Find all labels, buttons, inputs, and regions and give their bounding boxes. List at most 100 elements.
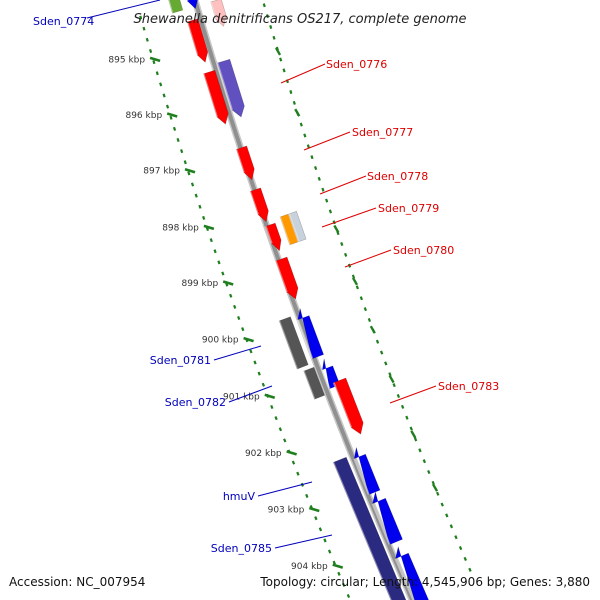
- outer-dot: [265, 14, 270, 19]
- outer-dot: [418, 448, 422, 453]
- outer-tick-mark: [274, 47, 282, 56]
- gene-sden-0780-highlight: [274, 260, 288, 293]
- inner-dot: [213, 249, 217, 254]
- gene-label[interactable]: Sden_0778: [367, 170, 428, 183]
- label-leader-line: [228, 385, 273, 403]
- gene-sden-0782[interactable]: [303, 366, 325, 400]
- outer-dot: [282, 68, 286, 73]
- gene-sden-0785-highlight: [371, 503, 391, 545]
- inner-dot: [169, 115, 173, 120]
- gene-blue-bottom-highlight: [394, 558, 415, 600]
- outer-dot: [454, 535, 458, 540]
- inner-dot: [332, 560, 336, 565]
- outer-dot: [409, 426, 413, 431]
- inner-dot: [172, 126, 177, 131]
- gene-blue-bottom[interactable]: [395, 545, 431, 600]
- outer-dot: [392, 383, 396, 388]
- outer-tick-mark: [431, 483, 439, 492]
- label-leader-line: [257, 481, 313, 497]
- kbp-tick-mark: [184, 167, 196, 174]
- kbp-tick-mark: [286, 450, 298, 456]
- outer-dot: [379, 350, 384, 355]
- gene-label[interactable]: Sden_0785: [211, 542, 272, 555]
- inner-dot: [278, 427, 283, 432]
- inner-dot: [327, 549, 332, 554]
- gene-label[interactable]: Sden_0782: [165, 396, 226, 409]
- gene-label[interactable]: Sden_0781: [150, 354, 211, 367]
- gene-label[interactable]: Sden_0776: [326, 58, 387, 71]
- outer-dot: [340, 241, 344, 247]
- outer-tick-mark: [388, 374, 395, 384]
- inner-dot: [217, 260, 221, 265]
- kbp-tick-mark: [264, 393, 276, 400]
- gene-sden-0781[interactable]: [278, 316, 309, 370]
- gene-sden-0779b-highlight: [287, 213, 300, 243]
- outer-dot: [306, 144, 310, 149]
- label-leader-line: [213, 345, 262, 361]
- gene-sden-0782b[interactable]: [322, 358, 341, 390]
- label-leader-line: [344, 249, 392, 268]
- gene-label[interactable]: Sden_0780: [393, 244, 454, 257]
- gene-label[interactable]: Sden_0774: [33, 15, 94, 28]
- backbone-line: [192, 0, 415, 600]
- outer-dot: [375, 339, 380, 344]
- inner-dot: [202, 215, 206, 220]
- outer-dot: [367, 317, 372, 323]
- gene-sden-0782b-highlight: [321, 369, 331, 390]
- outer-dot: [317, 176, 321, 181]
- gene-label[interactable]: Sden_0777: [352, 126, 413, 139]
- outer-dot: [289, 90, 293, 95]
- gene-sden-0779b[interactable]: [288, 210, 307, 243]
- kbp-tick-mark: [243, 336, 254, 343]
- label-leader-line: [86, 0, 161, 19]
- outer-tick-mark: [410, 430, 417, 439]
- gene-sden-0777[interactable]: [235, 145, 255, 181]
- inner-dot: [233, 304, 237, 309]
- gene-sden-0780[interactable]: [275, 256, 299, 300]
- gene-sden-0783[interactable]: [333, 377, 364, 435]
- kbp-tick-label: 904 kbp: [291, 562, 328, 572]
- inner-dot: [314, 516, 318, 521]
- outer-dot: [262, 3, 266, 8]
- gene-red-0775[interactable]: [186, 18, 209, 63]
- gene-label[interactable]: hmuV: [223, 490, 256, 503]
- inner-dot: [221, 271, 225, 276]
- gene-navy-strand[interactable]: [332, 456, 411, 600]
- gene-red-0775-highlight: [186, 21, 199, 56]
- gene-blue-top[interactable]: [182, 0, 198, 10]
- gene-sden-0777-highlight: [235, 149, 245, 173]
- gene-hmuv[interactable]: [353, 447, 381, 496]
- inner-dot: [261, 382, 266, 387]
- kbp-tick-mark: [149, 56, 161, 63]
- label-leader-line: [389, 385, 437, 404]
- outer-dot: [400, 404, 405, 409]
- gene-red-0778b[interactable]: [265, 222, 282, 252]
- gene-sden-0776[interactable]: [217, 58, 245, 118]
- gene-sden-0774[interactable]: [165, 0, 184, 14]
- gene-label[interactable]: Sden_0779: [378, 202, 439, 215]
- gene-sden-0782-highlight: [302, 370, 316, 400]
- inner-dot: [155, 71, 159, 76]
- inner-dot: [159, 82, 163, 87]
- gene-sden-0779[interactable]: [279, 213, 299, 246]
- outer-dot: [440, 502, 444, 507]
- kbp-tick-mark: [222, 280, 234, 286]
- kbp-tick-label: 900 kbp: [202, 336, 239, 346]
- kbp-tick-mark: [332, 563, 344, 569]
- outer-dot: [321, 187, 325, 192]
- outer-dot: [463, 556, 467, 561]
- outer-dot: [272, 35, 276, 40]
- gene-sden-0778[interactable]: [249, 187, 269, 223]
- gene-sden-0781b[interactable]: [297, 308, 324, 360]
- kbp-tick-label: 895 kbp: [108, 55, 145, 65]
- inner-dot: [180, 149, 184, 154]
- outer-dot: [449, 524, 454, 529]
- outer-dot: [344, 252, 348, 257]
- gene-labels: Sden_0774 Sden_0776 Sden_0777 Sden_0778 Sden…: [33, 0, 499, 555]
- inner-dot: [176, 137, 180, 142]
- gene-pink-top[interactable]: [210, 0, 227, 27]
- gene-label[interactable]: Sden_0783: [438, 380, 499, 393]
- gene-sden-0776-red[interactable]: [203, 69, 229, 125]
- gene-sden-0785[interactable]: [372, 491, 403, 546]
- outer-dot: [292, 100, 296, 105]
